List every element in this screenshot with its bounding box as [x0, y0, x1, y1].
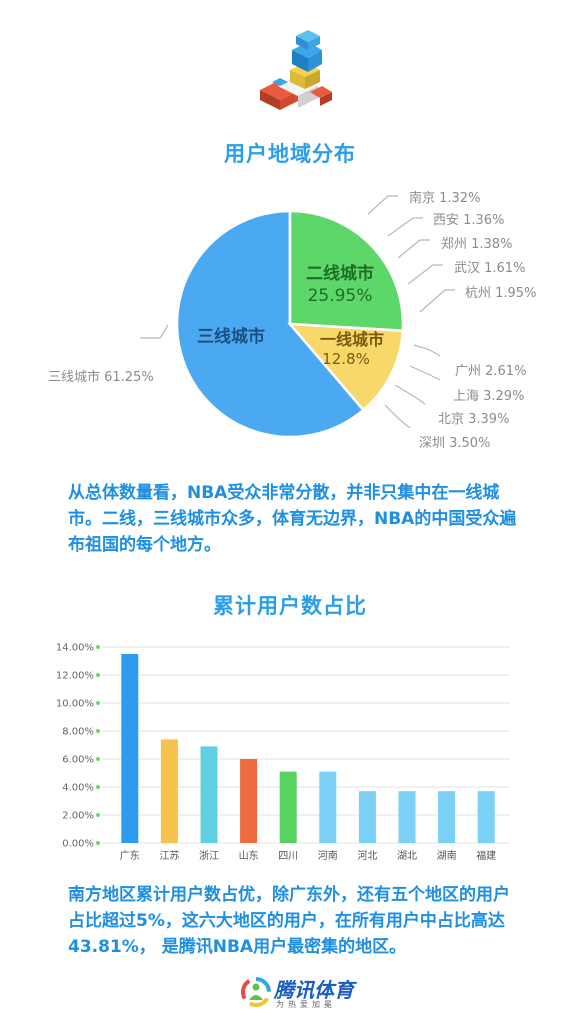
city-label-shanghai: 上海 3.29% — [453, 389, 525, 404]
x-tick-label: 广东 — [120, 849, 140, 862]
x-tick-label: 浙江 — [199, 850, 219, 862]
bar-四川 — [279, 771, 297, 843]
tier1-label: 一线城市 — [320, 330, 384, 349]
pie-leader-lines — [140, 195, 455, 429]
y-tick-label: 14.00% — [56, 643, 94, 654]
bar-山东 — [240, 759, 258, 843]
pie-chart: 二线城市 25.95% 一线城市 12.8% 三线城市 — [140, 195, 455, 439]
city-label-nanjing: 南京 1.32% — [409, 191, 481, 206]
y-tick-label: 2.00% — [62, 811, 94, 822]
y-tick-label: 12.00% — [56, 671, 94, 682]
x-tick-label: 湖南 — [437, 849, 457, 862]
y-tick-label: 0.00% — [62, 839, 94, 850]
x-tick-label: 河南 — [318, 849, 338, 862]
footer-logo: 腾讯体育 为热爱加冕 — [240, 974, 390, 1014]
y-tick-marker — [96, 673, 100, 677]
bar-福建 — [477, 791, 495, 843]
city-label-zhengzhou: 郑州 1.38% — [441, 237, 513, 252]
y-tick-label: 4.00% — [62, 783, 94, 794]
city-label-xian: 西安 1.36% — [433, 213, 505, 228]
x-tick-label: 湖北 — [397, 850, 417, 862]
tier1-percent: 12.8% — [322, 350, 370, 368]
y-tick-marker — [96, 785, 100, 789]
tier2-label: 二线城市 — [306, 263, 374, 284]
data-blocks-icon — [260, 30, 332, 110]
x-tick-label: 河北 — [357, 850, 377, 862]
x-tick-label: 四川 — [278, 851, 298, 862]
y-tick-label: 10.00% — [56, 699, 94, 710]
y-tick-marker — [96, 813, 100, 817]
y-tick-marker — [96, 645, 100, 649]
bar-河北 — [358, 791, 376, 843]
bar-chart: 0.00% 2.00% 4.00% 6.00% 8.00% 10.00% 12.00% 14.… — [56, 643, 510, 862]
city-label-guangzhou: 广州 2.61% — [455, 364, 527, 379]
y-tick-marker — [96, 757, 100, 761]
x-tick-label: 山东 — [239, 849, 259, 862]
pie-section-paragraph: 从总体数量看，NBA受众非常分散，并非只集中在一线城市。二线，三线城市众多，体育… — [68, 483, 517, 555]
tier2-percent: 25.95% — [308, 286, 373, 306]
y-tick-label: 8.00% — [62, 727, 94, 738]
y-tick-marker — [96, 841, 100, 845]
bar-江苏 — [160, 739, 178, 843]
y-tick-label: 6.00% — [62, 755, 94, 766]
city-label-shenzhen: 深圳 3.50% — [419, 436, 491, 451]
city-label-wuhan: 武汉 1.61% — [454, 261, 526, 276]
pie-slice-tier3 — [175, 209, 366, 439]
x-tick-label: 福建 — [476, 849, 496, 862]
y-tick-marker — [96, 701, 100, 705]
bar-广东 — [121, 654, 139, 843]
bar-河南 — [319, 771, 337, 843]
footer-brand: 腾讯体育 — [274, 978, 354, 1002]
bar-湖南 — [438, 791, 456, 843]
bar-section-title: 累计用户数占比 — [213, 594, 367, 618]
tier3-outside-label: 三线城市 61.25% — [48, 370, 154, 385]
bar-浙江 — [200, 746, 218, 843]
city-label-hangzhou: 杭州 1.95% — [465, 286, 537, 301]
footer-slogan: 为热爱加冕 — [276, 1000, 336, 1009]
bar-湖北 — [398, 791, 416, 843]
tier3-label: 三线城市 — [197, 326, 265, 347]
pie-section-title: 用户地域分布 — [224, 142, 356, 166]
pie-slice-tier2 — [288, 209, 405, 333]
bar-section-paragraph: 南方地区累计用户数占优，除广东外，还有五个地区的用户占比超过5%，这六大地区的用… — [68, 885, 510, 957]
pie-slice-tier1 — [287, 322, 405, 412]
y-tick-marker — [96, 729, 100, 733]
tencent-sports-logo-icon — [240, 977, 271, 1007]
x-tick-label: 江苏 — [159, 849, 179, 862]
city-label-beijing: 北京 3.39% — [438, 412, 510, 427]
